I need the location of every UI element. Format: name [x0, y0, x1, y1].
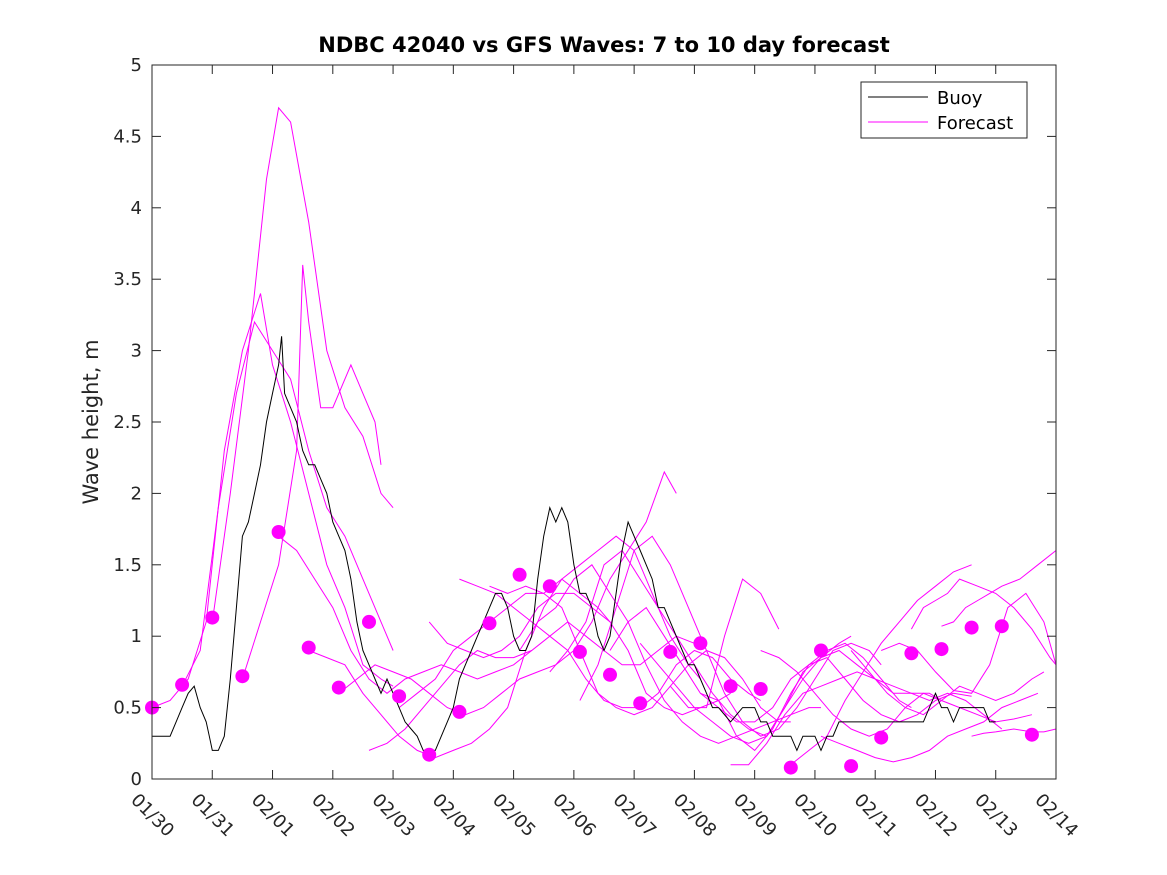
forecast-dot-21: [753, 682, 768, 696]
forecast-dot-19: [693, 636, 708, 651]
forecast-line-21: [760, 650, 1033, 737]
y-tick-label: 3: [131, 341, 142, 362]
forecast-line-5: [278, 535, 533, 694]
y-tick-label: 0: [131, 769, 142, 790]
forecast-dot-2: [175, 677, 190, 692]
forecast-dot-3: [205, 610, 220, 625]
forecast-dot-16: [603, 667, 617, 682]
forecast-dot-4: [235, 669, 250, 684]
forecast-dot-24: [844, 759, 859, 774]
forecast-line-20: [730, 671, 1003, 766]
forecast-line-12: [489, 585, 791, 723]
y-tick-label: 1.5: [113, 555, 142, 576]
y-tick-label: 2: [131, 483, 142, 504]
forecast-line-26: [910, 578, 1057, 666]
buoy-series: [152, 336, 996, 752]
forecast-line-1: [151, 293, 394, 709]
forecast-series: [151, 106, 1057, 766]
forecast-dot-29: [994, 619, 1009, 634]
forecast-dot-9: [392, 689, 407, 704]
forecast-dot-18: [663, 644, 678, 659]
forecast-dot-7: [331, 680, 346, 695]
y-axis-label: Wave height, m: [79, 339, 103, 504]
forecast-dot-10: [422, 747, 437, 762]
forecast-start-points: [145, 525, 1039, 775]
forecast-line-16: [609, 606, 912, 723]
plot-area: [152, 65, 1056, 779]
buoy-line: [152, 336, 996, 752]
forecast-dot-8: [362, 614, 376, 629]
forecast-dot-17: [633, 696, 648, 711]
forecast-line-23: [820, 692, 1039, 763]
forecast-line-22: [790, 564, 972, 766]
forecast-line-27: [941, 550, 1057, 627]
forecast-line-4: [241, 264, 382, 680]
forecast-dot-22: [783, 760, 798, 775]
forecast-dot-30: [1024, 727, 1039, 742]
forecast-line-19: [700, 657, 972, 752]
forecast-line-18: [669, 578, 780, 709]
forecast-dot-5: [271, 525, 286, 539]
legend-buoy-label: Buoy: [937, 88, 983, 109]
y-tick-label: 5: [131, 55, 142, 76]
forecast-dot-28: [964, 620, 979, 635]
forecast-line-13: [519, 564, 821, 744]
legend: Buoy Forecast: [860, 81, 1028, 139]
forecast-dot-15: [572, 644, 587, 659]
y-tick-label: 1: [131, 626, 142, 647]
y-tick-label: 4.5: [113, 126, 142, 147]
forecast-line-11: [459, 578, 761, 709]
y-tick-label: 2.5: [113, 412, 142, 433]
forecast-line-8: [368, 621, 695, 751]
forecast-line-24: [850, 650, 1045, 716]
forecast-dot-12: [482, 616, 497, 631]
y-tick-label: 3.5: [113, 269, 142, 290]
forecast-dot-13: [512, 567, 527, 582]
legend-forecast-label: Forecast: [937, 113, 1013, 134]
forecast-dot-11: [452, 704, 467, 719]
forecast-line-2: [181, 320, 394, 687]
forecast-dot-6: [301, 640, 316, 655]
forecast-dot-27: [934, 642, 949, 657]
forecast-line-15: [579, 535, 882, 737]
forecast-line-3: [211, 106, 394, 622]
forecast-dot-26: [904, 646, 919, 661]
forecast-line-10: [428, 592, 731, 716]
y-tick-label: 0.5: [113, 698, 142, 719]
forecast-line-28: [971, 728, 1057, 737]
forecast-dot-20: [723, 679, 738, 694]
forecast-line-6: [308, 578, 611, 759]
legend-box: [860, 81, 1028, 139]
forecast-dot-14: [542, 579, 557, 594]
chart-title: NDBC 42040 vs GFS Waves: 7 to 10 day for…: [318, 33, 889, 57]
forecast-line-17: [639, 642, 942, 744]
y-tick-label: 4: [131, 198, 142, 219]
forecast-dot-25: [874, 730, 889, 745]
forecast-dot-23: [814, 643, 828, 658]
